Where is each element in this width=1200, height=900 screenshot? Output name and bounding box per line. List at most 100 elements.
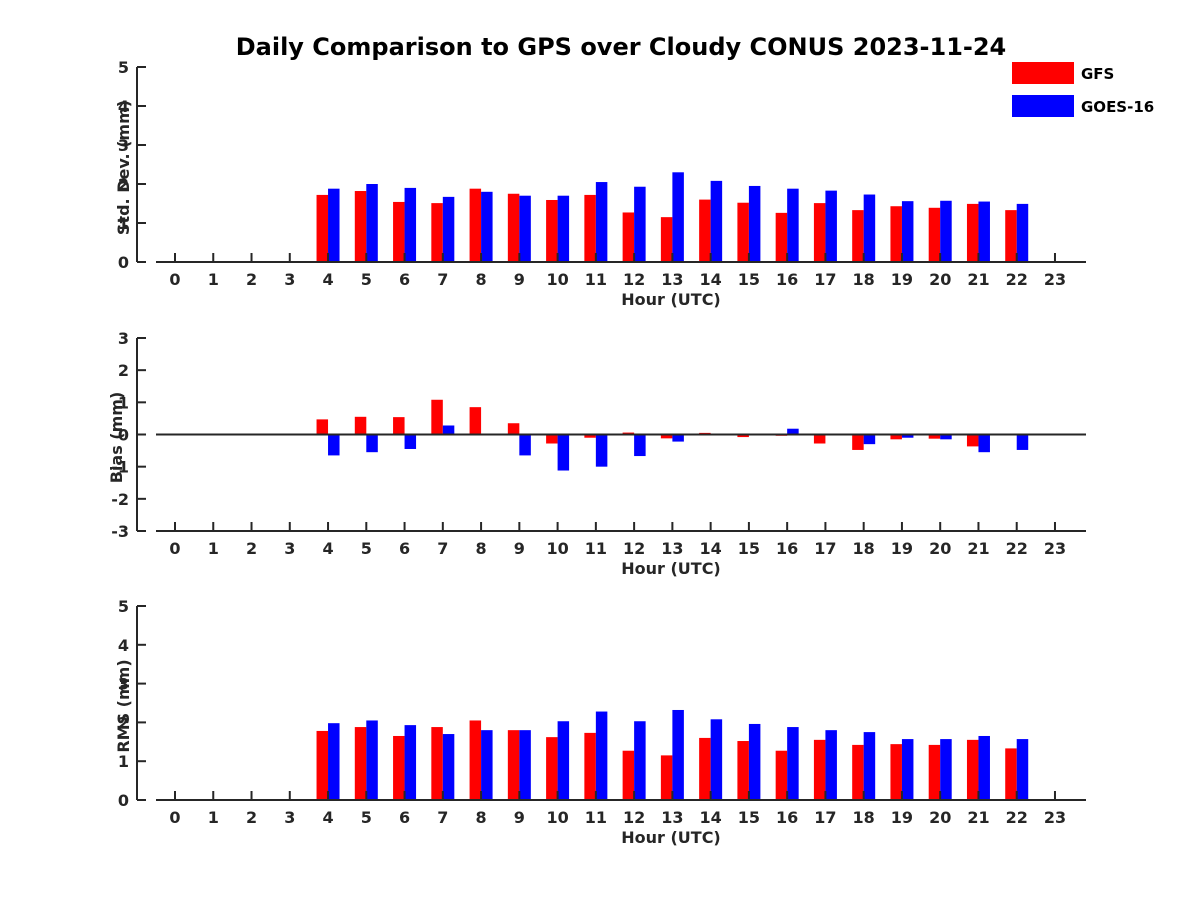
std-bar-gfs-hour-22 xyxy=(1005,210,1017,262)
rms-bar-goes16-hour-10 xyxy=(557,721,570,800)
std-bar-goes16-hour-12 xyxy=(634,186,646,262)
rms-x-tick-label: 11 xyxy=(585,808,607,827)
rms-bar-goes16-hour-12 xyxy=(634,721,646,800)
bias-bar-goes16-hour-11 xyxy=(595,434,608,467)
rms-x-tick-label: 12 xyxy=(623,808,645,827)
std-x-tick-label: 2 xyxy=(246,270,257,289)
bias-bar-goes16-hour-10 xyxy=(557,434,570,471)
rms-x-tick-label: 8 xyxy=(476,808,487,827)
bias-bar-gfs-hour-20 xyxy=(928,434,941,439)
bias-x-tick-label: 14 xyxy=(700,539,722,558)
rms-bar-goes16-hour-11 xyxy=(595,711,608,800)
bias-y-tick-label: -2 xyxy=(111,490,129,509)
rms-x-tick-label: 5 xyxy=(361,808,372,827)
rms-x-tick-label: 1 xyxy=(208,808,219,827)
rms-bar-goes16-hour-8 xyxy=(481,730,493,800)
rms-x-tick-label: 9 xyxy=(514,808,525,827)
bias-x-tick-label: 0 xyxy=(169,539,180,558)
rms-x-tick-label: 14 xyxy=(700,808,722,827)
std-bar-gfs-hour-21 xyxy=(966,203,979,262)
bias-x-tick-label: 1 xyxy=(208,539,219,558)
std-bar-goes16-hour-16 xyxy=(787,188,799,262)
std-x-tick-label: 16 xyxy=(776,270,798,289)
rms-x-tick-label: 17 xyxy=(814,808,836,827)
rms-x-tick-label: 16 xyxy=(776,808,798,827)
std-bar-goes16-hour-20 xyxy=(940,200,952,262)
bias-x-tick-label: 6 xyxy=(399,539,410,558)
rms-bar-gfs-hour-12 xyxy=(622,750,635,800)
bias-bar-gfs-hour-19 xyxy=(890,434,902,440)
bias-y-tick-label: -3 xyxy=(111,522,129,541)
rms-bar-goes16-hour-14 xyxy=(710,719,723,800)
std-x-tick-label: 15 xyxy=(738,270,760,289)
std-x-axis-label: Hour (UTC) xyxy=(621,290,721,309)
rms-bar-goes16-hour-9 xyxy=(519,730,531,800)
std-bar-goes16-hour-11 xyxy=(595,182,608,262)
bias-x-tick-label: 13 xyxy=(661,539,683,558)
rms-bar-goes16-hour-20 xyxy=(940,739,952,800)
rms-bar-gfs-hour-19 xyxy=(890,744,902,800)
bias-x-tick-label: 7 xyxy=(437,539,448,558)
std-bar-gfs-hour-14 xyxy=(699,199,711,262)
bias-bar-gfs-hour-9 xyxy=(507,423,520,435)
rms-y-tick-label: 4 xyxy=(118,636,129,655)
bias-y-axis-label: Bias (mm) xyxy=(107,392,126,484)
std-y-tick-label: 5 xyxy=(118,58,129,77)
bias-bar-goes16-hour-16 xyxy=(787,428,799,435)
std-bar-gfs-hour-13 xyxy=(660,217,673,262)
std-x-tick-label: 22 xyxy=(1006,270,1028,289)
bias-bar-goes16-hour-5 xyxy=(366,434,378,453)
rms-bar-goes16-hour-6 xyxy=(404,725,417,800)
std-x-tick-label: 13 xyxy=(661,270,683,289)
bias-bar-goes16-hour-18 xyxy=(863,434,876,445)
rms-bar-goes16-hour-21 xyxy=(978,735,990,800)
bias-x-tick-label: 2 xyxy=(246,539,257,558)
bias-bar-goes16-hour-12 xyxy=(634,434,646,457)
std-y-tick-label: 4 xyxy=(118,97,129,116)
std-bar-goes16-hour-10 xyxy=(557,195,570,262)
bias-bar-gfs-hour-11 xyxy=(584,434,596,438)
std-y-tick-label: 0 xyxy=(118,253,129,272)
bias-bar-gfs-hour-8 xyxy=(469,407,482,435)
std-bar-goes16-hour-8 xyxy=(481,191,493,262)
rms-x-tick-label: 19 xyxy=(891,808,913,827)
std-bar-gfs-hour-4 xyxy=(316,194,329,262)
std-bar-gfs-hour-7 xyxy=(431,203,443,262)
std-x-tick-label: 1 xyxy=(208,270,219,289)
rms-x-tick-label: 15 xyxy=(738,808,760,827)
std-x-tick-label: 17 xyxy=(814,270,836,289)
bias-bar-gfs-hour-6 xyxy=(393,417,405,435)
bias-bar-gfs-hour-21 xyxy=(966,434,979,447)
std-x-tick-label: 4 xyxy=(322,270,333,289)
std-x-tick-label: 23 xyxy=(1044,270,1066,289)
bias-bar-goes16-hour-19 xyxy=(901,434,914,438)
std-bar-goes16-hour-5 xyxy=(366,184,378,262)
rms-bar-goes16-hour-5 xyxy=(366,720,378,800)
std-bar-gfs-hour-19 xyxy=(890,206,902,262)
rms-bar-goes16-hour-22 xyxy=(1016,739,1029,800)
rms-bar-gfs-hour-16 xyxy=(775,750,788,800)
std-x-tick-label: 14 xyxy=(700,270,722,289)
std-x-tick-label: 5 xyxy=(361,270,372,289)
rms-x-tick-label: 7 xyxy=(437,808,448,827)
rms-bar-gfs-hour-14 xyxy=(699,737,711,800)
rms-bar-gfs-hour-7 xyxy=(431,727,443,800)
bias-x-tick-label: 23 xyxy=(1044,539,1066,558)
std-bar-gfs-hour-12 xyxy=(622,212,635,262)
chart-title: Daily Comparison to GPS over Cloudy CONU… xyxy=(236,33,1007,61)
std-bar-goes16-hour-21 xyxy=(978,201,990,262)
bias-bar-gfs-hour-13 xyxy=(660,434,673,439)
rms-bar-goes16-hour-7 xyxy=(442,734,455,800)
bias-x-axis-label: Hour (UTC) xyxy=(621,559,721,578)
rms-x-tick-label: 4 xyxy=(322,808,333,827)
legend-swatch-goes16 xyxy=(1012,95,1074,117)
bias-x-tick-label: 5 xyxy=(361,539,372,558)
std-bar-goes16-hour-18 xyxy=(863,194,876,262)
rms-bar-gfs-hour-18 xyxy=(852,744,864,800)
bias-x-tick-label: 18 xyxy=(853,539,875,558)
bias-bar-gfs-hour-7 xyxy=(431,399,443,435)
rms-y-axis-label: RMS (mm) xyxy=(114,659,133,752)
rms-bar-gfs-hour-13 xyxy=(660,755,673,800)
std-x-tick-label: 9 xyxy=(514,270,525,289)
